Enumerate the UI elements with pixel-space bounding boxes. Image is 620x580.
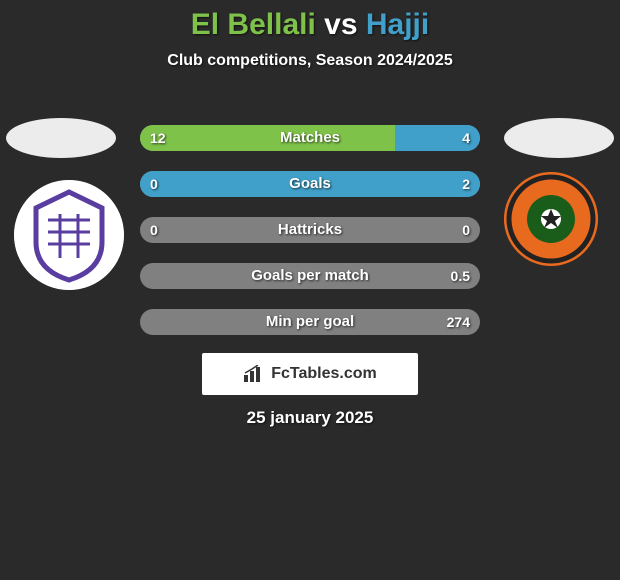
brand-text: FcTables.com: [271, 365, 377, 383]
stat-value-right: 2: [462, 171, 470, 197]
stat-value-right: 0.5: [451, 263, 470, 289]
stat-label: Goals per match: [140, 263, 480, 289]
title-right: Hajji: [366, 8, 429, 41]
subtitle: Club competitions, Season 2024/2025: [0, 52, 620, 70]
stat-value-right: 4: [462, 125, 470, 151]
stats-bars: Matches124Goals02Hattricks00Goals per ma…: [140, 125, 480, 355]
stat-row: Hattricks0 0: [140, 217, 480, 243]
stat-label: Min per goal: [140, 309, 480, 335]
title-vs: vs: [324, 8, 366, 41]
shield-icon: [14, 180, 124, 290]
stat-row: Matches12 4: [140, 125, 480, 151]
stat-label: Hattricks: [140, 217, 480, 243]
brand-box: FcTables.com: [202, 353, 418, 395]
badge-icon: [504, 172, 598, 266]
right-team-logo: [504, 172, 598, 266]
left-team-logo: [14, 180, 124, 290]
stat-label: Matches: [140, 125, 480, 151]
stat-label: Goals: [140, 171, 480, 197]
title-left: El Bellali: [191, 8, 316, 41]
stat-value-right: 274: [447, 309, 470, 335]
stat-row: Min per goal274: [140, 309, 480, 335]
right-player-avatar: [504, 118, 614, 158]
date-text: 25 january 2025: [0, 408, 620, 428]
stat-value-right: 0: [462, 217, 470, 243]
stat-value-left: 0: [150, 217, 158, 243]
stat-row: Goals0 2: [140, 171, 480, 197]
chart-icon: [243, 365, 265, 383]
left-player-avatar: [6, 118, 116, 158]
page-title: El Bellali vs Hajji: [0, 0, 620, 42]
stat-value-left: 0: [150, 171, 158, 197]
stat-value-left: 12: [150, 125, 166, 151]
comparison-infographic: El Bellali vs Hajji Club competitions, S…: [0, 0, 620, 580]
stat-row: Goals per match0.5: [140, 263, 480, 289]
